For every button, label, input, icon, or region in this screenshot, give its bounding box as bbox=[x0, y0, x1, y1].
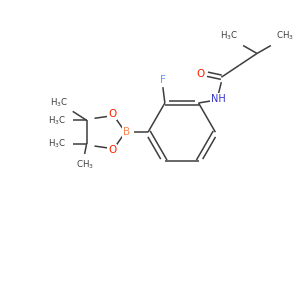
Text: CH$_3$: CH$_3$ bbox=[76, 159, 94, 171]
Text: NH: NH bbox=[211, 94, 226, 104]
Text: CH$_3$: CH$_3$ bbox=[276, 29, 294, 42]
Text: B: B bbox=[123, 127, 130, 137]
Text: H$_3$C: H$_3$C bbox=[220, 29, 238, 42]
Text: F: F bbox=[160, 75, 166, 85]
Text: H$_3$C: H$_3$C bbox=[48, 114, 66, 127]
Text: O: O bbox=[108, 145, 116, 155]
Text: O: O bbox=[108, 109, 116, 119]
Text: H$_3$C: H$_3$C bbox=[48, 138, 66, 150]
Text: H$_3$C: H$_3$C bbox=[50, 96, 68, 109]
Text: O: O bbox=[196, 69, 205, 79]
